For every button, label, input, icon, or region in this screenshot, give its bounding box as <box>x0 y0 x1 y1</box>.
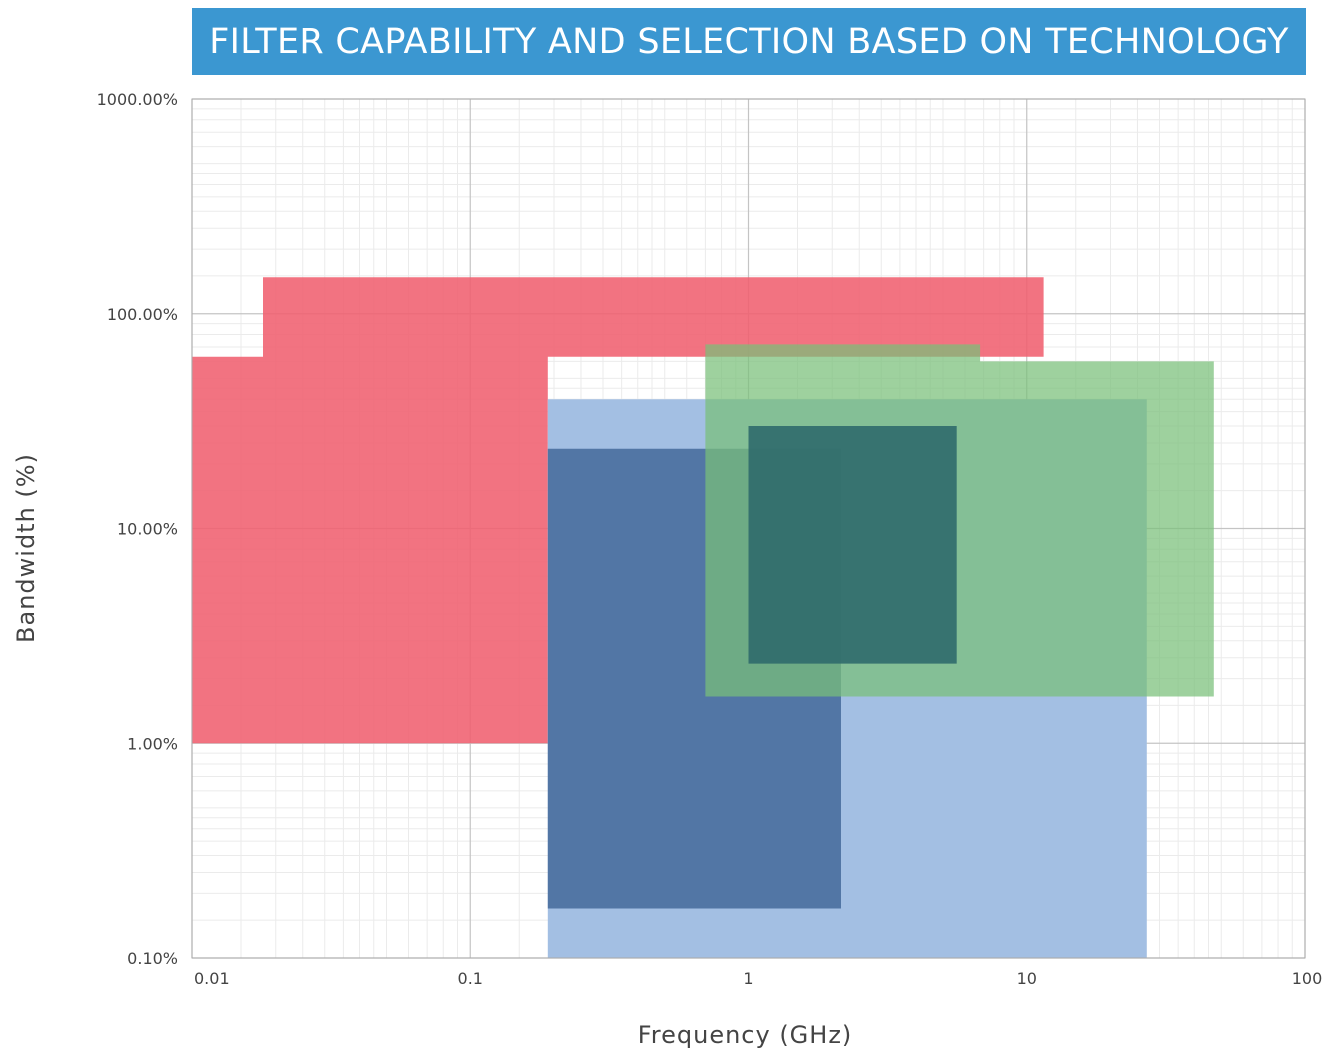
x-tick-label: 10 <box>1017 969 1037 988</box>
chart-title: FILTER CAPABILITY AND SELECTION BASED ON… <box>192 8 1306 75</box>
y-tick-label: 10.00% <box>117 520 178 539</box>
y-axis-label: Bandwidth (%) <box>12 453 40 643</box>
x-axis-label: Frequency (GHz) <box>638 1021 853 1049</box>
y-tick-label: 0.10% <box>127 949 178 968</box>
y-tick-label: 100.00% <box>107 305 178 324</box>
y-tick-labels: 0.10% 1.00% 10.00% 100.00% 1000.00% <box>97 90 178 968</box>
x-tick-labels: 0.01 0.1 1 10 100 <box>194 969 1322 988</box>
technology-regions <box>192 277 1214 958</box>
x-tick-label: 1 <box>743 969 753 988</box>
x-tick-label: 100 <box>1292 969 1323 988</box>
x-tick-label: 0.1 <box>458 969 483 988</box>
plot-frame <box>191 98 1306 959</box>
y-tick-label: 1.00% <box>127 734 178 753</box>
x-tick-label: 0.01 <box>194 969 230 988</box>
technology-region-5 <box>748 426 957 664</box>
technology-region-1 <box>192 277 1044 744</box>
y-tick-label: 1000.00% <box>97 90 178 109</box>
